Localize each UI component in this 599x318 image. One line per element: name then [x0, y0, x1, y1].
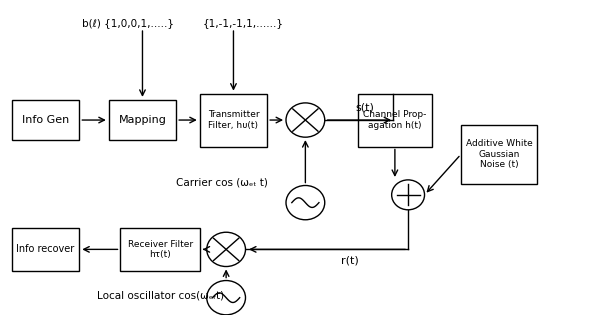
Text: Additive White
Gaussian
Noise (t): Additive White Gaussian Noise (t) [465, 139, 533, 169]
Ellipse shape [286, 185, 325, 220]
Ellipse shape [207, 232, 246, 266]
Text: r(t): r(t) [341, 255, 358, 265]
Bar [199, 93, 267, 147]
Text: Info Gen: Info Gen [22, 115, 69, 125]
Text: {1,-1,-1,1,......}: {1,-1,-1,1,......} [202, 18, 284, 28]
Text: Mapping: Mapping [119, 115, 167, 125]
Text: Info recover: Info recover [17, 244, 75, 254]
Bar [12, 100, 79, 140]
Bar [358, 93, 431, 147]
Ellipse shape [286, 103, 325, 137]
Ellipse shape [207, 280, 246, 315]
Text: b(ℓ) {1,0,0,1,.....}: b(ℓ) {1,0,0,1,.....} [82, 18, 174, 28]
Text: Carrier cos (ωₑₜ t): Carrier cos (ωₑₜ t) [176, 177, 268, 187]
Bar [120, 228, 199, 271]
Text: Channel Prop-
agation h(t): Channel Prop- agation h(t) [363, 110, 426, 130]
Text: s(t): s(t) [355, 103, 374, 113]
Text: Receiver Filter
hτ(t): Receiver Filter hτ(t) [128, 240, 193, 259]
Bar [12, 228, 79, 271]
Text: Transmitter
Filter, hᴜ(t): Transmitter Filter, hᴜ(t) [208, 110, 259, 130]
Bar [109, 100, 176, 140]
Ellipse shape [392, 180, 425, 210]
Bar [461, 125, 537, 184]
Text: Local oscillator cos(ωₑᵣt): Local oscillator cos(ωₑᵣt) [97, 290, 224, 300]
